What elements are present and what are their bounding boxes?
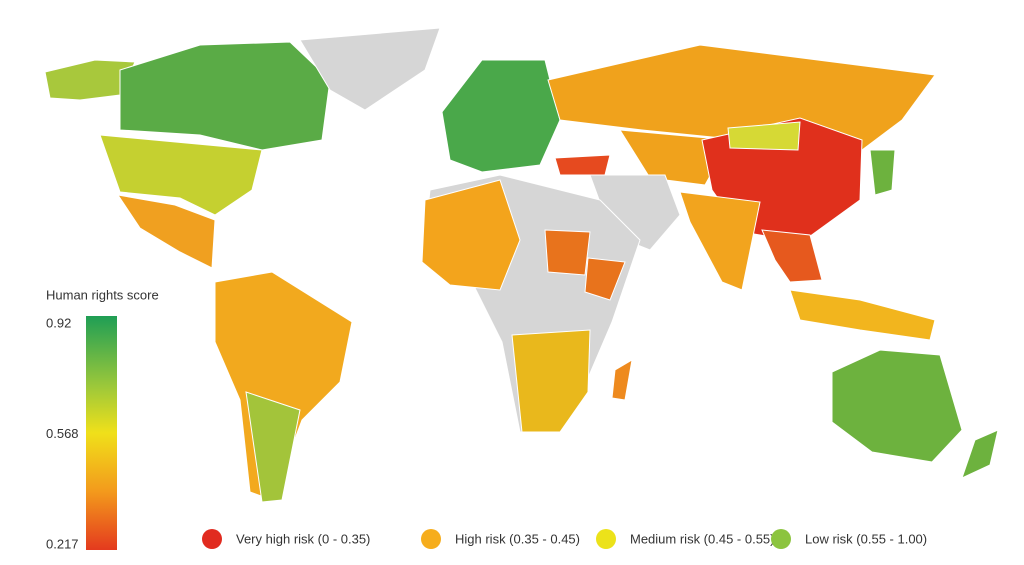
west-africa (421, 179, 521, 291)
legend-label: Very high risk (0 - 0.35) (236, 531, 370, 546)
southeast-asia (761, 229, 823, 283)
greenland (299, 27, 441, 111)
europe (441, 59, 561, 173)
colorbar-tick-label: 0.568 (46, 426, 79, 441)
legend: Very high risk (0 - 0.35) High risk (0.35… (202, 529, 927, 549)
central-america (116, 194, 216, 269)
colorbar-tick-label: 0.217 (46, 536, 79, 551)
colorbar-ticks: 0.92 0.568 0.217 (46, 315, 79, 551)
ethiopia (584, 257, 626, 301)
legend-swatch (421, 529, 441, 549)
colorbar (86, 316, 117, 550)
legend-item: High risk (0.35 - 0.45) (421, 529, 580, 549)
legend-swatch (202, 529, 222, 549)
legend-swatch (771, 529, 791, 549)
india (679, 191, 761, 291)
usa (99, 134, 263, 216)
legend-label: High risk (0.35 - 0.45) (455, 531, 580, 546)
legend-item: Medium risk (0.45 - 0.55) (596, 529, 775, 549)
legend-label: Low risk (0.55 - 1.00) (805, 531, 927, 546)
legend-swatch (596, 529, 616, 549)
australia (831, 349, 963, 463)
sudan (544, 229, 591, 276)
japan (869, 149, 896, 196)
colorbar-title: Human rights score (46, 287, 159, 302)
colorbar-tick-label: 0.92 (46, 315, 71, 330)
legend-label: Medium risk (0.45 - 0.55) (630, 531, 775, 546)
turkey (554, 154, 611, 176)
canada (119, 41, 331, 151)
legend-item: Low risk (0.55 - 1.00) (771, 529, 927, 549)
legend-item: Very high risk (0 - 0.35) (202, 529, 370, 549)
world-map (44, 27, 999, 503)
new-zealand (961, 429, 999, 479)
southern-africa (511, 329, 591, 433)
mongolia (727, 121, 801, 151)
indonesia (789, 289, 936, 341)
madagascar (611, 359, 633, 401)
argentina (245, 391, 301, 503)
